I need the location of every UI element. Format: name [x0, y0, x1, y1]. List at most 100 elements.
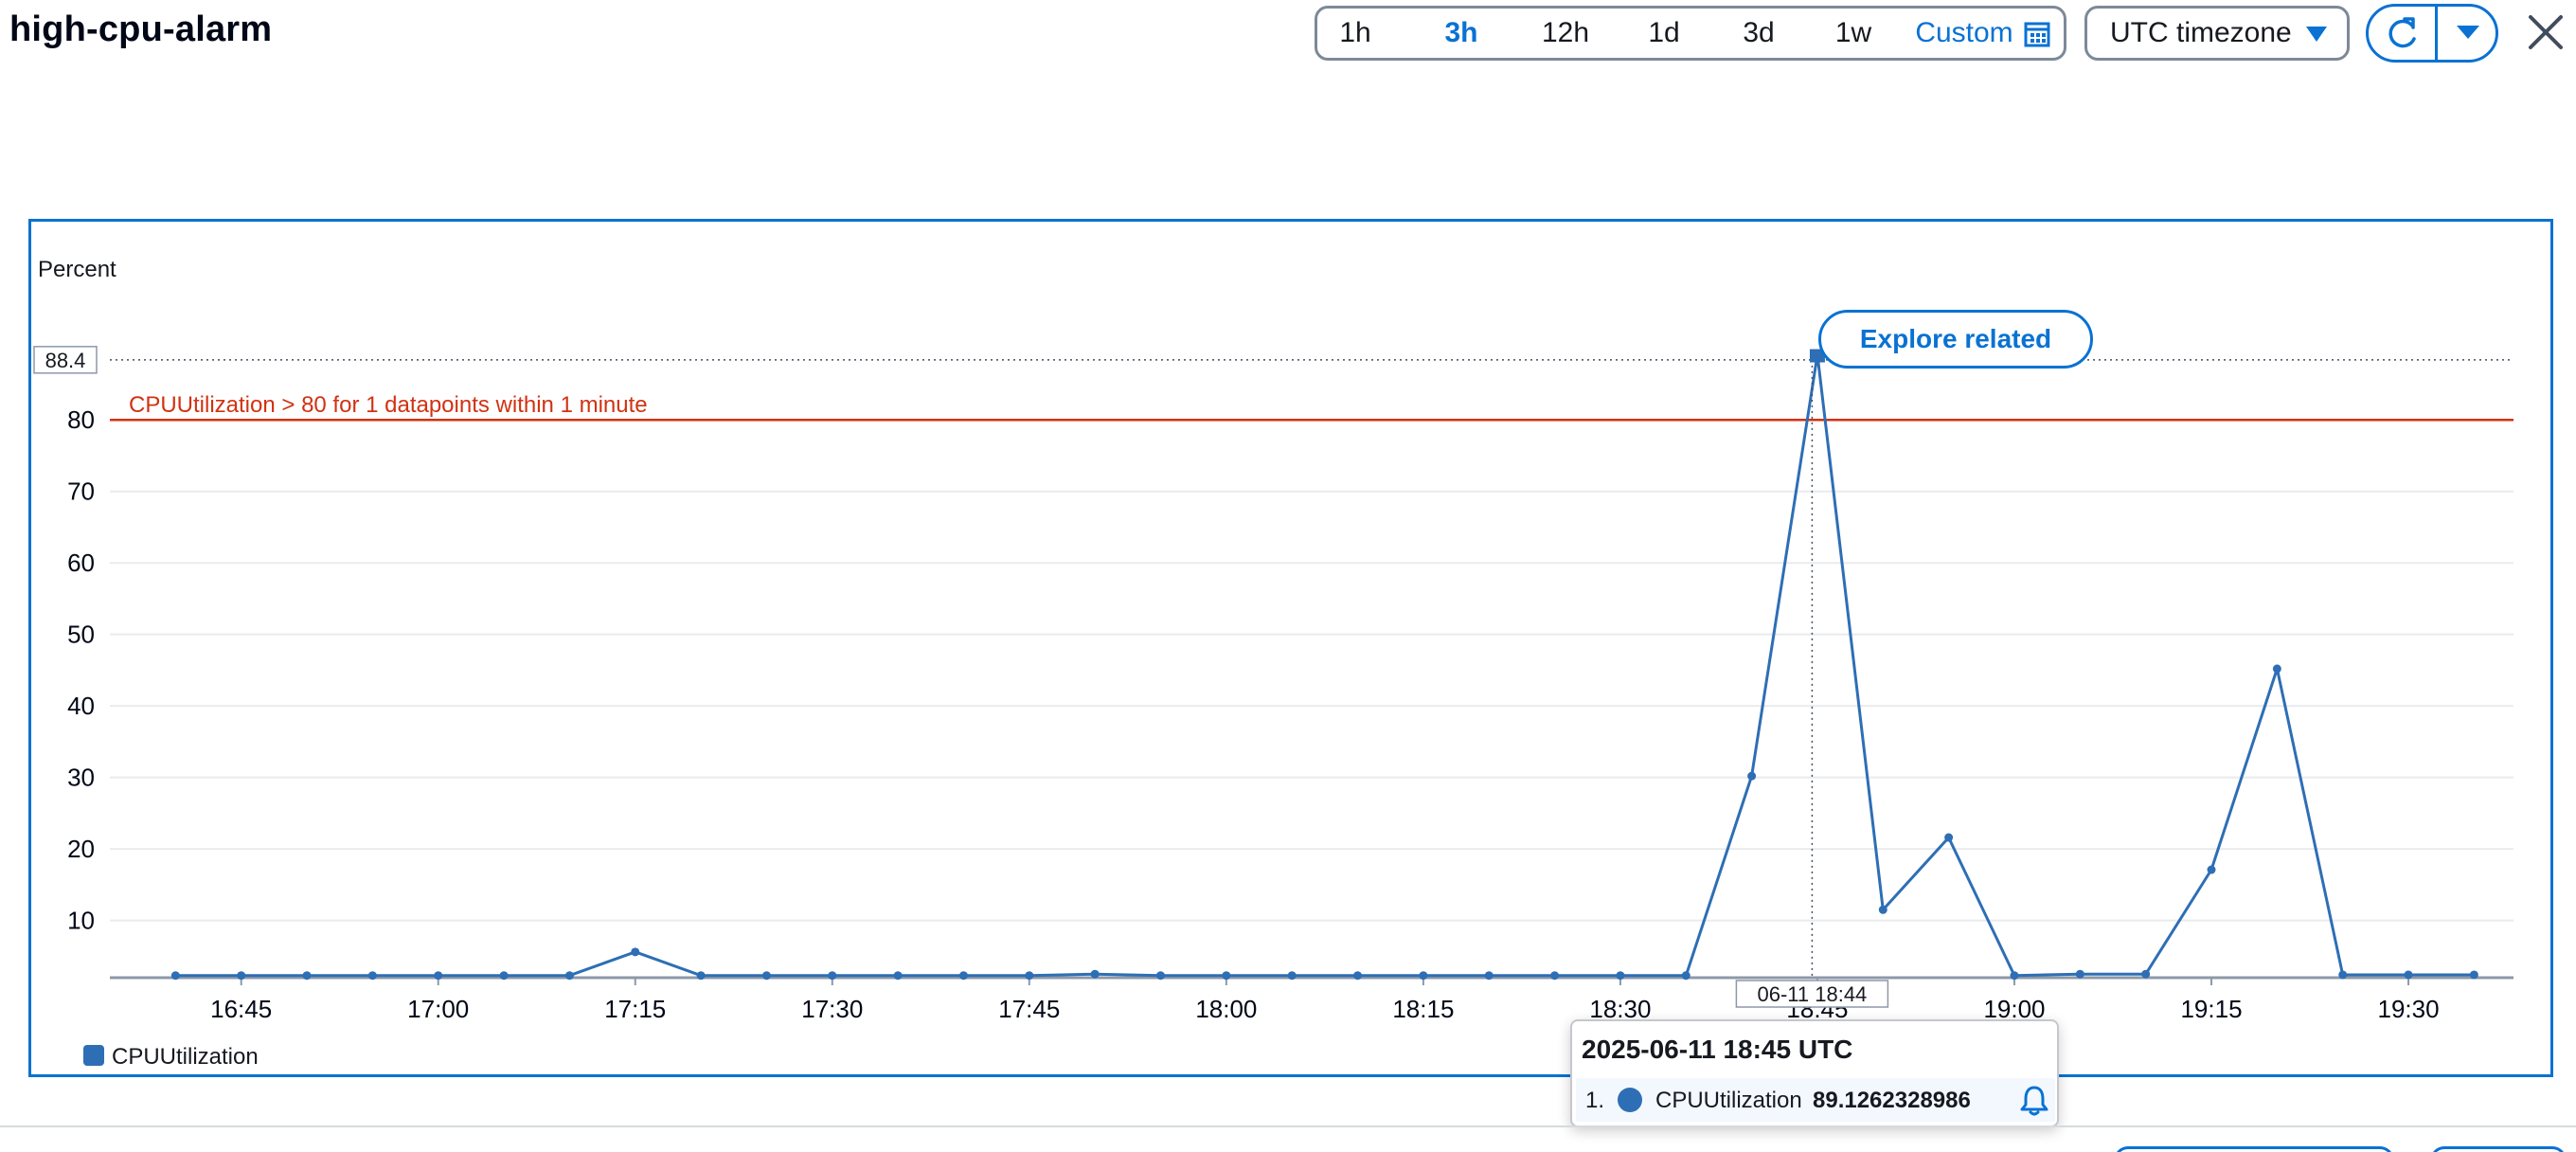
- data-point[interactable]: [1156, 971, 1166, 981]
- data-point[interactable]: [696, 971, 706, 981]
- x-tick-label: 19:30: [2378, 995, 2440, 1023]
- close-icon[interactable]: [2523, 9, 2568, 55]
- data-point[interactable]: [170, 971, 180, 981]
- data-point[interactable]: [1025, 971, 1034, 981]
- legend-label[interactable]: CPUUtilization: [112, 1044, 259, 1070]
- data-point[interactable]: [2141, 969, 2151, 979]
- data-point[interactable]: [1747, 771, 1757, 781]
- tooltip-series-name: CPUUtilization: [1655, 1088, 1802, 1113]
- refresh-options-button[interactable]: [2438, 7, 2498, 60]
- data-point[interactable]: [1222, 971, 1231, 981]
- data-point[interactable]: [2272, 664, 2281, 674]
- range-12h-button[interactable]: 12h: [1541, 17, 1590, 48]
- tooltip-row: 1. CPUUtilization 89.1262328986: [1576, 1078, 2055, 1122]
- data-point[interactable]: [1484, 971, 1494, 981]
- hover-x-label: 06-11 18:44: [1757, 982, 1867, 1006]
- timezone-label: UTC timezone: [2110, 17, 2292, 48]
- refresh-button[interactable]: [2369, 7, 2435, 60]
- series-line-cpuutilization: [175, 353, 2475, 978]
- data-point[interactable]: [2207, 865, 2216, 874]
- data-point[interactable]: [761, 971, 771, 981]
- y-tick-label: 70: [67, 477, 95, 506]
- data-point[interactable]: [499, 971, 509, 981]
- data-point[interactable]: [1681, 971, 1690, 981]
- x-tick-label: 17:15: [604, 995, 666, 1023]
- data-point[interactable]: [2075, 969, 2084, 979]
- gridlines: [110, 419, 2513, 922]
- data-point[interactable]: [237, 971, 246, 981]
- axes: Percent 10 20 30 40 50 60 70 80 16:45 17:00 17:15 17…: [38, 257, 2513, 1023]
- data-point[interactable]: [367, 971, 377, 981]
- data-point[interactable]: [1616, 971, 1625, 981]
- data-point[interactable]: [1287, 971, 1297, 981]
- series-color-swatch: [1618, 1088, 1642, 1112]
- chart-panel: [28, 219, 2553, 1077]
- timezone-select[interactable]: UTC timezone: [2084, 6, 2350, 61]
- refresh-divider: [2435, 7, 2438, 60]
- hover-layer: 88.4 06-11 18:44: [33, 346, 2513, 1008]
- x-tick-label: 17:45: [998, 995, 1060, 1023]
- range-1h-button[interactable]: 1h: [1339, 17, 1371, 48]
- tooltip-rank: 1.: [1585, 1088, 1605, 1113]
- explore-related-button[interactable]: Explore related: [1818, 310, 2093, 369]
- footer-divider: [0, 1125, 2576, 1127]
- x-tick-label: 16:45: [210, 995, 272, 1023]
- data-point[interactable]: [1419, 971, 1428, 981]
- threshold-layer: CPUUtilization > 80 for 1 datapoints wit…: [110, 392, 2513, 422]
- range-1d-button[interactable]: 1d: [1648, 17, 1680, 48]
- hover-y-label-box: [33, 346, 98, 374]
- data-point[interactable]: [1878, 905, 1887, 914]
- y-tick-label: 30: [67, 764, 95, 792]
- y-tick-label: 10: [67, 907, 95, 935]
- data-point[interactable]: [631, 947, 640, 957]
- x-tick-label: 18:30: [1589, 995, 1651, 1023]
- y-tick-label: 60: [67, 549, 95, 577]
- x-tick-label: 17:00: [407, 995, 469, 1023]
- data-point[interactable]: [564, 971, 574, 981]
- legend: CPUUtilization: [83, 1044, 259, 1070]
- range-custom-button[interactable]: Custom: [1915, 17, 2013, 48]
- range-1w-button[interactable]: 1w: [1834, 17, 1872, 48]
- tooltip-title: 2025-06-11 18:45 UTC: [1582, 1035, 1853, 1064]
- time-range-selector: 1h 3h 12h 1d 3d 1w Custom: [1315, 6, 2066, 61]
- x-tick-label: 18:00: [1195, 995, 1257, 1023]
- y-tick-label: 80: [67, 405, 95, 434]
- data-point[interactable]: [2010, 971, 2019, 981]
- footer-button-partial[interactable]: [2114, 1146, 2394, 1152]
- threshold-label: CPUUtilization > 80 for 1 datapoints wit…: [129, 392, 648, 418]
- y-axis-label: Percent: [38, 257, 116, 282]
- data-point[interactable]: [1944, 833, 1954, 842]
- y-tick-label: 50: [67, 621, 95, 649]
- data-point[interactable]: [434, 971, 443, 981]
- data-point[interactable]: [1090, 969, 1100, 979]
- hover-x-label-box: [1735, 980, 1889, 1008]
- data-point[interactable]: [828, 971, 837, 981]
- data-point[interactable]: [1353, 971, 1363, 981]
- caret-down-icon: [2306, 27, 2327, 42]
- x-tick-label: 19:15: [2180, 995, 2242, 1023]
- data-point[interactable]: [2469, 970, 2478, 980]
- x-tick-label: 18:15: [1392, 995, 1454, 1023]
- page-title: high-cpu-alarm: [9, 9, 273, 49]
- data-point[interactable]: [1550, 971, 1560, 981]
- footer-button-partial[interactable]: [2430, 1146, 2567, 1152]
- tooltip-value: 89.1262328986: [1813, 1088, 1971, 1113]
- data-point[interactable]: [893, 971, 903, 981]
- bell-icon[interactable]: [2019, 1084, 2049, 1116]
- x-tick-label: 19:00: [1983, 995, 2045, 1023]
- range-3h-button[interactable]: 3h: [1444, 17, 1478, 48]
- data-point[interactable]: [2404, 970, 2413, 980]
- data-point[interactable]: [302, 971, 312, 981]
- data-point[interactable]: [958, 971, 968, 981]
- calendar-icon[interactable]: [2024, 21, 2050, 47]
- y-tick-label: 20: [67, 835, 95, 863]
- refresh-control: [2366, 4, 2498, 63]
- caret-down-icon: [2457, 26, 2479, 39]
- range-3d-button[interactable]: 3d: [1743, 17, 1775, 48]
- series-layer: [170, 351, 2478, 981]
- refresh-icon: [2388, 17, 2416, 48]
- x-tick-label: 17:30: [801, 995, 863, 1023]
- data-point[interactable]: [2338, 970, 2348, 980]
